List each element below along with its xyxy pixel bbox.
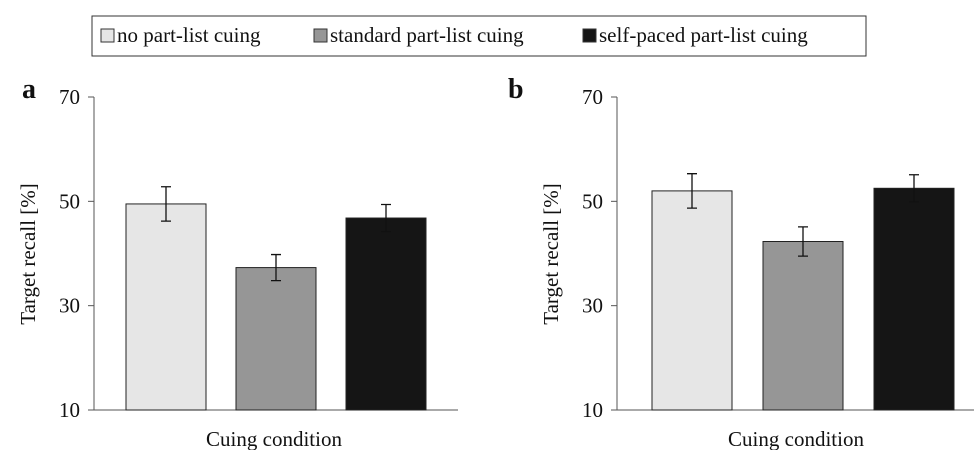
panel-b: b Target recall [%] Cuing condition 10 30… [508,74,974,450]
y-tick-label-a-30: 30 [59,294,80,318]
bars-b [651,173,955,411]
legend-label-no-cuing: no part-list cuing [117,23,261,47]
legend-item-no-cuing: no part-list cuing [100,23,261,47]
x-axis-label-b: Cuing condition [728,427,864,450]
bar-b-standard-cuing [762,241,844,411]
error-bar-a-no-cuing [161,186,171,222]
error-bar-b-self-paced-cuing [909,174,919,203]
panel-a: a Target recall [%] Cuing condition 10 30… [16,74,458,450]
legend-frame [91,15,867,57]
y-tick-label-a-50: 50 [59,189,80,213]
x-axis-label-a: Cuing condition [206,427,342,450]
legend-swatch-self-paced-cuing [582,28,597,43]
y-tick-label-b-10: 10 [582,398,603,422]
legend-item-standard-cuing: standard part-list cuing [313,23,524,47]
legend-swatch-standard-cuing [313,28,328,43]
axes-a: 10 30 50 70 [59,85,458,422]
error-bar-b-standard-cuing [798,226,808,257]
error-bar-a-standard-cuing [271,253,281,282]
y-tick-label-a-10: 10 [59,398,80,422]
bars-a [125,186,427,411]
y-tick-label-b-50: 50 [582,189,603,213]
bar-a-standard-cuing [235,267,317,411]
error-bar-a-self-paced-cuing [381,203,391,233]
bar-a-no-cuing [125,203,207,411]
legend-item-self-paced-cuing: self-paced part-list cuing [582,23,808,47]
bar-a-self-paced-cuing [345,217,427,411]
y-axis-label-a: Target recall [%] [16,183,40,325]
panel-label-b: b [508,74,524,105]
y-axis-label-b: Target recall [%] [539,183,563,325]
bar-b-self-paced-cuing [873,187,955,411]
legend-label-self-paced-cuing: self-paced part-list cuing [599,23,808,47]
bar-b-no-cuing [651,190,733,411]
legend: no part-list cuing standard part-list cu… [91,15,867,57]
y-tick-label-b-30: 30 [582,294,603,318]
legend-swatch-no-cuing [100,28,115,43]
legend-label-standard-cuing: standard part-list cuing [330,23,524,47]
error-bar-b-no-cuing [687,173,697,209]
y-tick-label-a-70: 70 [59,85,80,109]
panel-label-a: a [22,74,36,105]
y-tick-label-b-70: 70 [582,85,603,109]
